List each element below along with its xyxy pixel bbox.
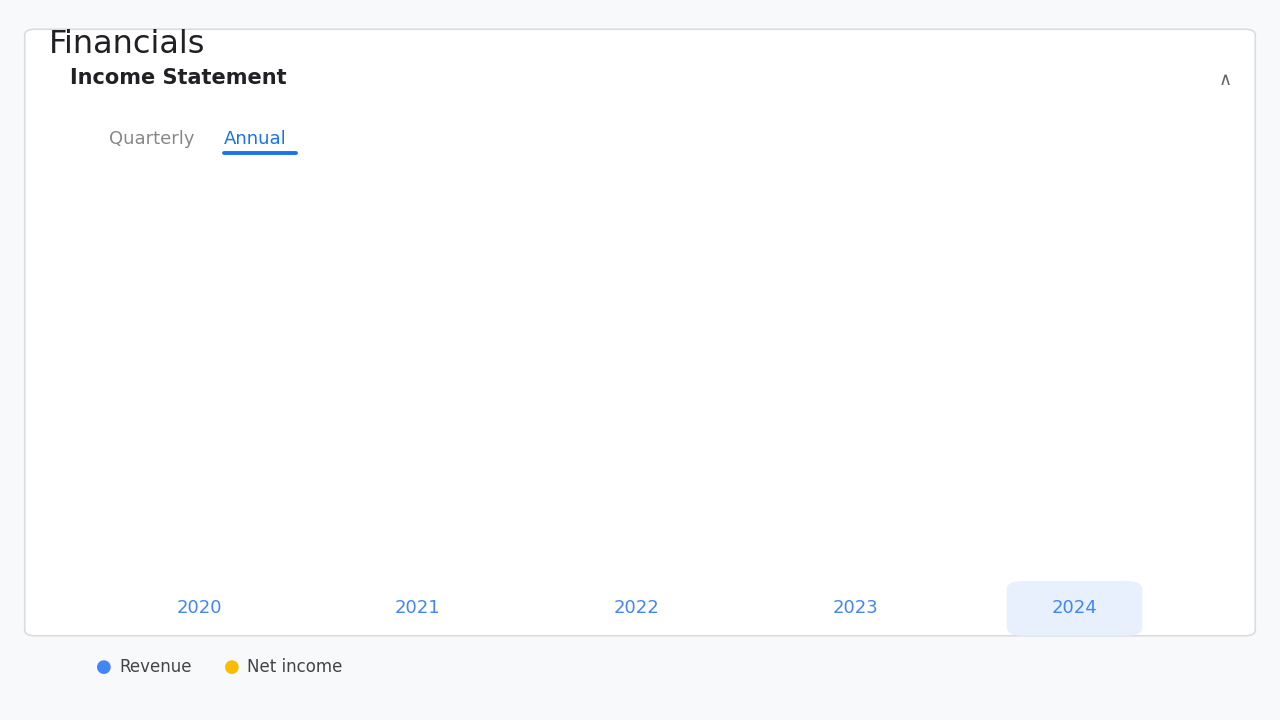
Bar	[205, 545, 269, 558]
Text: Revenue: Revenue	[119, 658, 192, 677]
Text: ∧: ∧	[1219, 71, 1231, 89]
Bar	[637, 552, 701, 558]
Bar	[140, 425, 205, 558]
Bar	[1005, 245, 1069, 558]
Text: 2024: 2024	[1052, 599, 1097, 618]
Text: Financials: Financials	[49, 29, 205, 60]
Bar	[1069, 461, 1134, 558]
Text: 2020: 2020	[177, 599, 221, 618]
Text: Income Statement: Income Statement	[70, 68, 287, 89]
Bar	[788, 335, 852, 558]
Bar	[356, 418, 421, 558]
Text: Annual: Annual	[224, 130, 287, 148]
Text: ●: ●	[224, 658, 239, 677]
Text: Quarterly: Quarterly	[109, 130, 195, 148]
Bar	[572, 423, 637, 558]
Text: Net income: Net income	[247, 658, 343, 677]
Bar	[852, 482, 918, 558]
Bar	[421, 549, 485, 558]
Text: ●: ●	[96, 658, 111, 677]
Text: 2022: 2022	[614, 599, 659, 618]
Text: 2023: 2023	[833, 599, 878, 618]
Text: 2021: 2021	[396, 599, 440, 618]
